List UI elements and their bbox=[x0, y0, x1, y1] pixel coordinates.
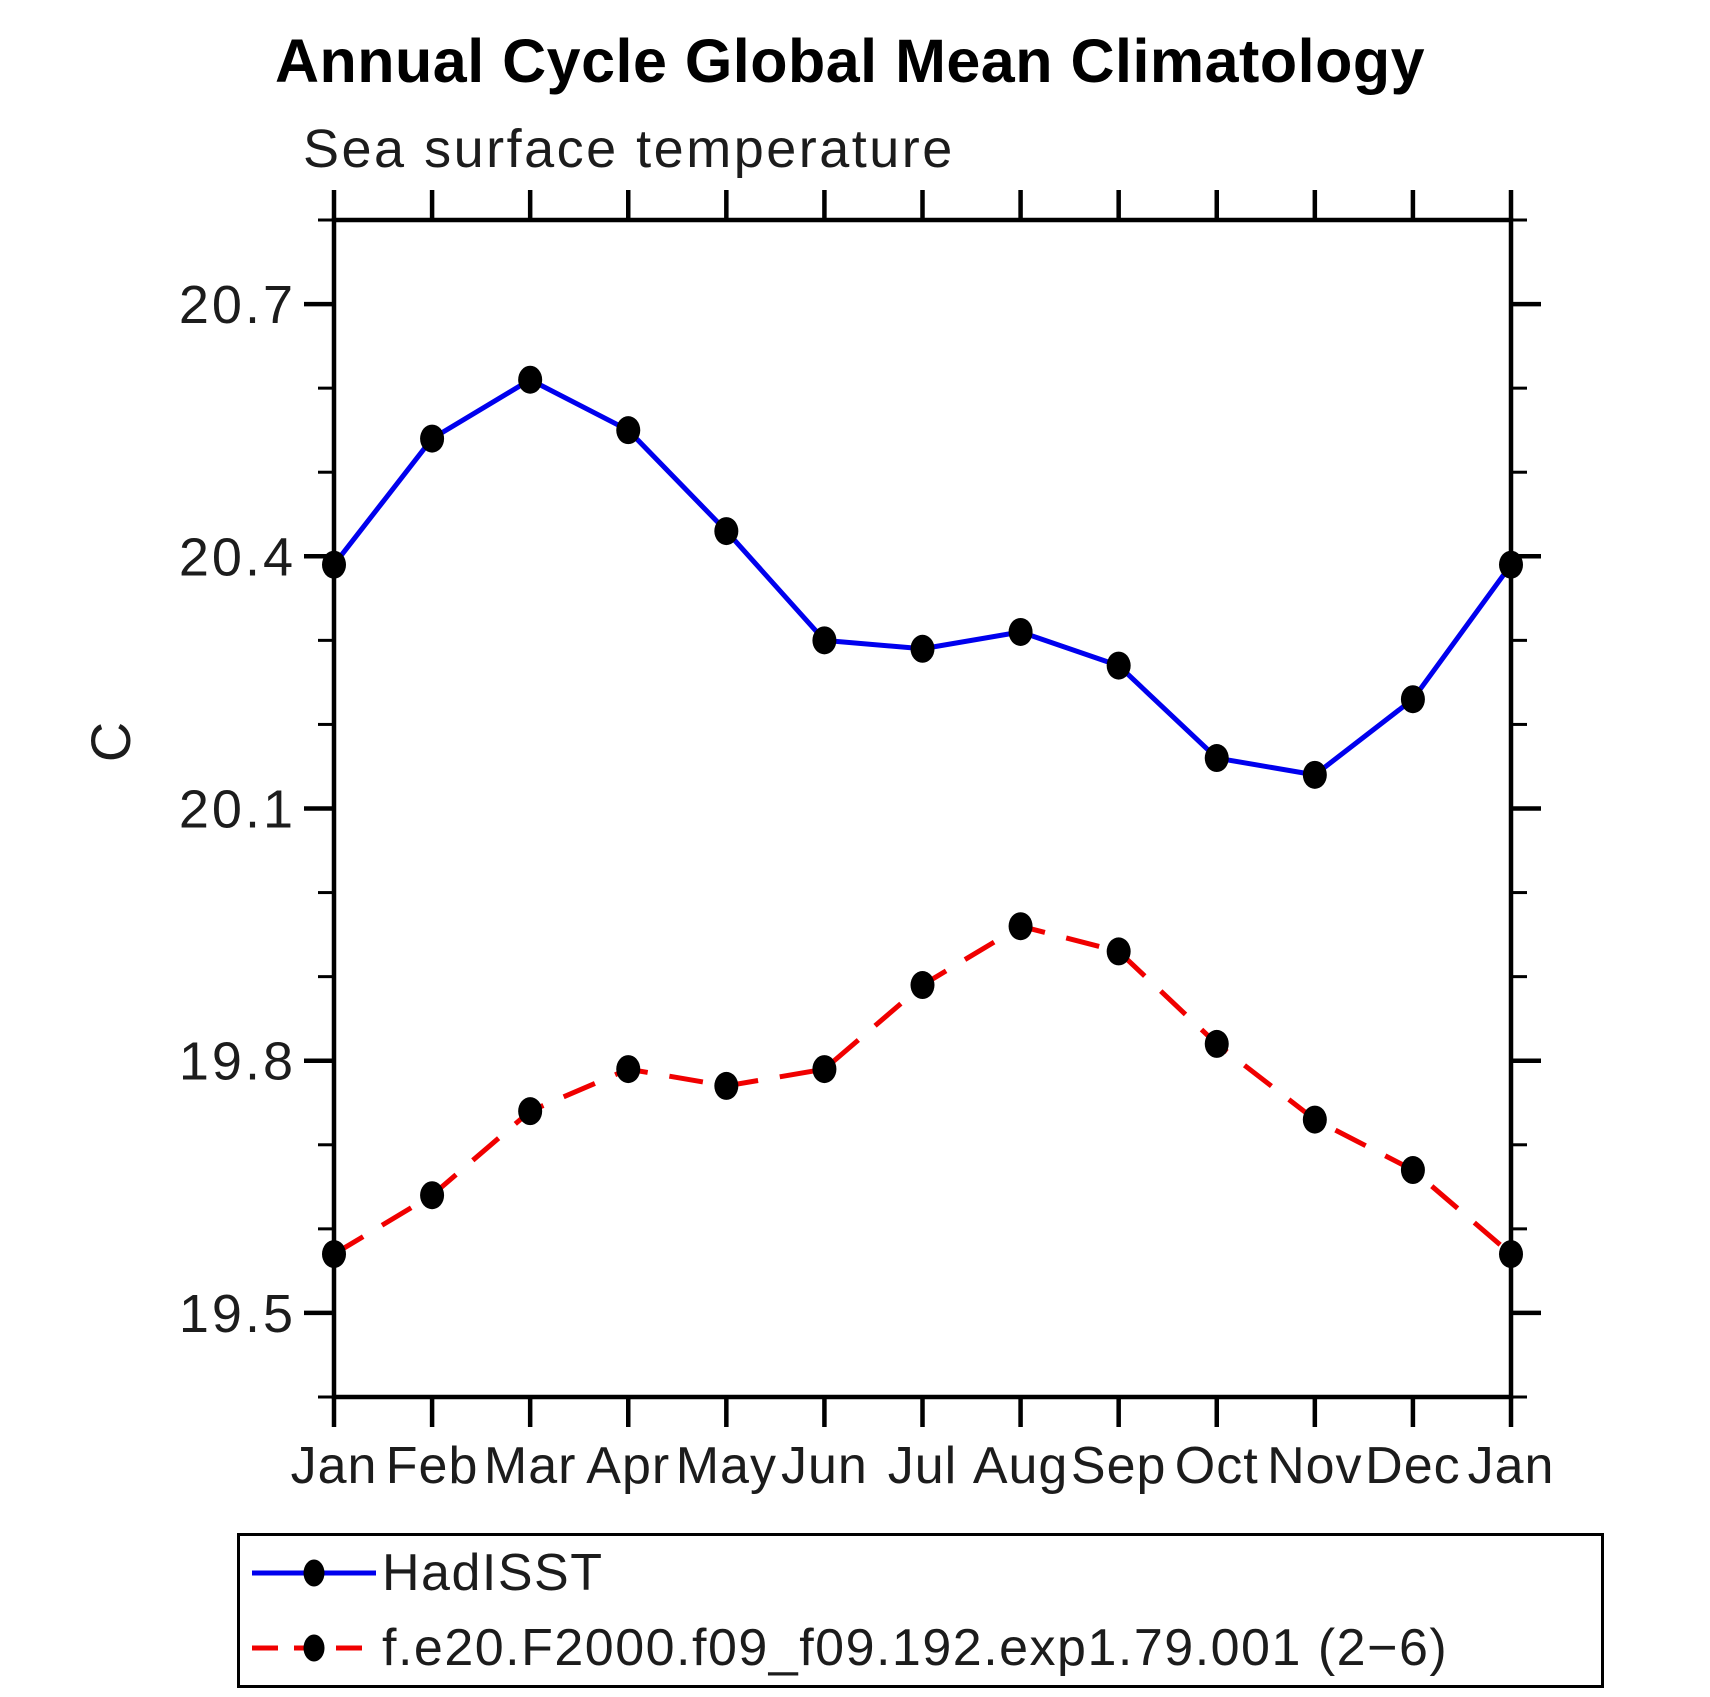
chart-title: Annual Cycle Global Mean Climatology bbox=[274, 27, 1426, 95]
data-point-marker bbox=[518, 365, 543, 394]
data-point-marker bbox=[1106, 937, 1131, 966]
data-point-marker bbox=[1204, 1029, 1229, 1058]
data-point-marker bbox=[616, 416, 641, 445]
plot-frame bbox=[331, 217, 1514, 1400]
data-point-marker bbox=[1106, 651, 1131, 680]
data-point-marker bbox=[714, 1071, 739, 1100]
legend-marker-icon bbox=[303, 1559, 325, 1587]
legend-marker-icon bbox=[303, 1634, 325, 1662]
data-point-marker bbox=[420, 424, 445, 453]
legend-row: f.e20.F2000.f09_f09.192.exp1.79.001 (2−6… bbox=[240, 1611, 1601, 1686]
data-point-marker bbox=[322, 550, 346, 579]
legend-row: HadISST bbox=[240, 1536, 1601, 1611]
data-point-marker bbox=[518, 1097, 543, 1126]
data-point-marker bbox=[616, 1055, 641, 1084]
x-tick-label: Jun bbox=[781, 1437, 868, 1495]
legend-box: HadISST f.e20.F2000.f09_f09.192.exp1.79.… bbox=[237, 1533, 1604, 1688]
data-point-marker bbox=[1302, 1105, 1327, 1134]
data-point-marker bbox=[1400, 685, 1425, 714]
x-tick-label: Nov bbox=[1267, 1437, 1362, 1495]
x-tick-label: Mar bbox=[484, 1437, 577, 1495]
y-tick-label: 20.1 bbox=[179, 780, 296, 840]
data-point-marker bbox=[812, 1055, 837, 1084]
data-point-marker bbox=[812, 626, 837, 655]
data-point-marker bbox=[1008, 912, 1033, 941]
data-point-marker bbox=[714, 517, 739, 546]
legend-label: HadISST bbox=[382, 1544, 604, 1603]
data-point-marker bbox=[1302, 760, 1327, 789]
x-tick-label: Jul bbox=[888, 1437, 957, 1495]
x-tick-label: Feb bbox=[386, 1437, 479, 1495]
y-tick-label: 19.8 bbox=[179, 1032, 296, 1092]
data-point-marker bbox=[910, 634, 935, 663]
data-point-marker bbox=[1008, 617, 1033, 646]
x-tick-label: Apr bbox=[586, 1437, 670, 1495]
x-tick-label: Oct bbox=[1175, 1437, 1259, 1495]
data-point-marker bbox=[420, 1181, 445, 1210]
chart-subtitle: Sea surface temperature bbox=[303, 119, 955, 179]
data-point-marker bbox=[322, 1240, 346, 1269]
data-point-marker bbox=[1499, 550, 1523, 579]
x-tick-label: May bbox=[676, 1437, 777, 1495]
y-tick-label: 19.5 bbox=[179, 1284, 296, 1344]
legend-sample-dashed bbox=[252, 1634, 376, 1662]
series-line-0 bbox=[332, 377, 1514, 778]
x-tick-label: Jan bbox=[1468, 1437, 1555, 1495]
data-point-marker bbox=[1204, 744, 1229, 773]
y-tick-label: 20.7 bbox=[179, 275, 296, 335]
y-tick-label: 20.4 bbox=[179, 527, 296, 587]
data-point-marker bbox=[1400, 1156, 1425, 1185]
data-point-marker bbox=[1499, 1240, 1523, 1269]
x-tick-label: Sep bbox=[1071, 1437, 1167, 1495]
data-point-marker bbox=[910, 971, 935, 1000]
x-tick-label: Dec bbox=[1365, 1437, 1460, 1495]
x-tick-label: Aug bbox=[973, 1437, 1069, 1495]
x-tick-label: Jan bbox=[291, 1437, 378, 1495]
legend-sample-solid bbox=[252, 1559, 376, 1587]
legend-label: f.e20.F2000.f09_f09.192.exp1.79.001 (2−6… bbox=[382, 1618, 1449, 1677]
